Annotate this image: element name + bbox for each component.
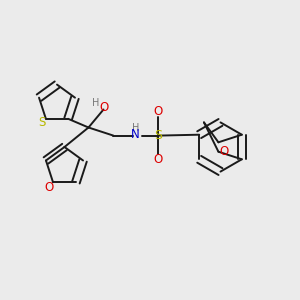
Text: S: S bbox=[39, 116, 46, 130]
Text: O: O bbox=[100, 101, 109, 114]
Text: H: H bbox=[132, 123, 139, 134]
Text: O: O bbox=[154, 105, 163, 118]
Text: O: O bbox=[45, 181, 54, 194]
Text: N: N bbox=[131, 128, 140, 141]
Text: H: H bbox=[92, 98, 99, 108]
Text: O: O bbox=[219, 145, 228, 158]
Text: O: O bbox=[154, 153, 163, 166]
Text: S: S bbox=[154, 129, 162, 142]
